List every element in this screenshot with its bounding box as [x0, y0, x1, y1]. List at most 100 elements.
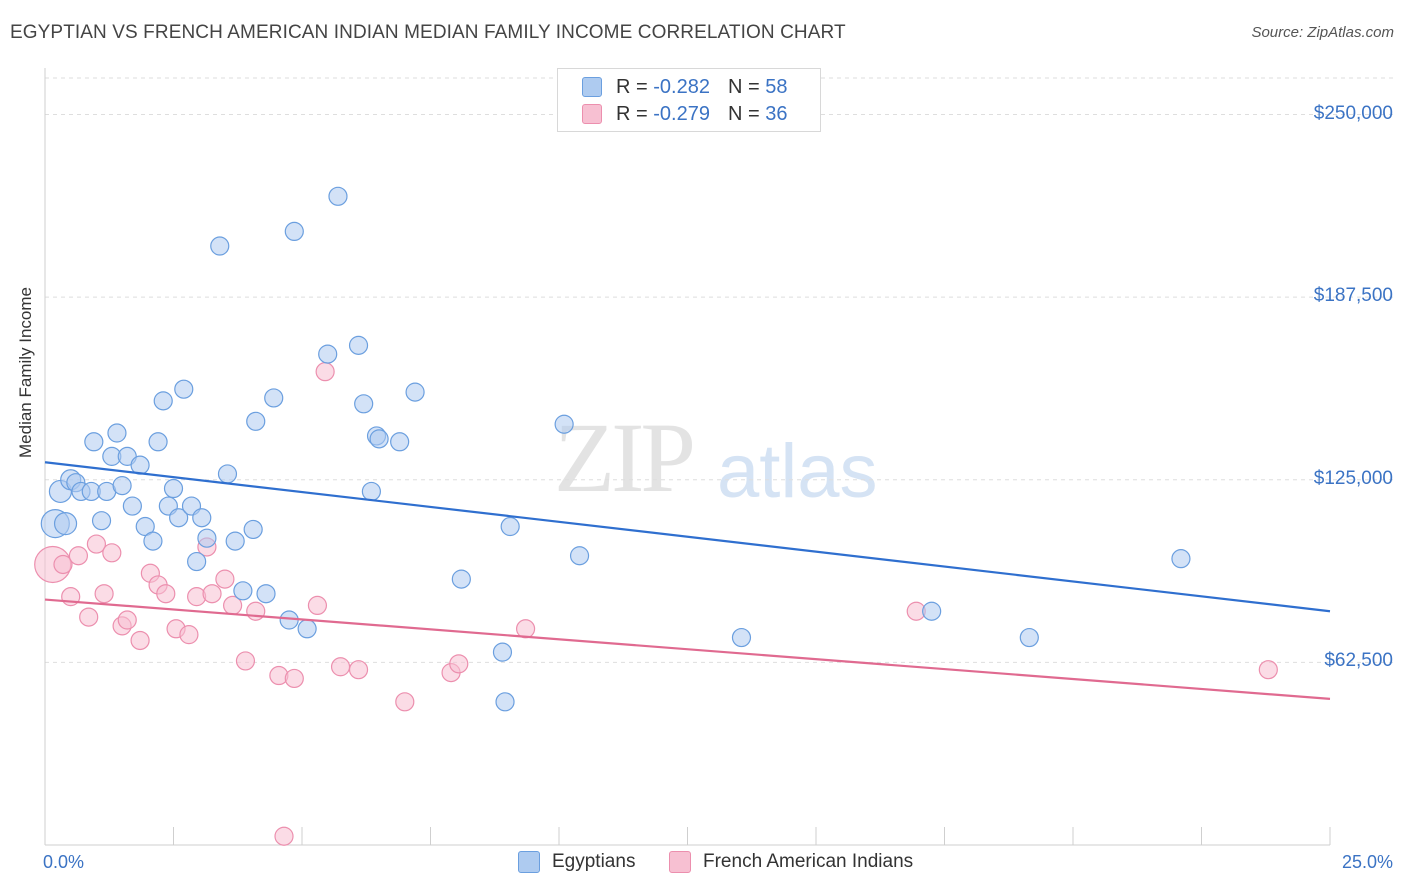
data-point [246, 601, 266, 621]
watermark-atlas: atlas [717, 429, 878, 514]
data-point [68, 546, 89, 566]
bottom-legend-label-french-american-indians: French American Indians [703, 851, 914, 872]
data-point [53, 554, 73, 575]
trend-lines [44, 461, 1331, 701]
data-point [197, 528, 217, 548]
y-axis-label: Median Family Income [16, 286, 35, 458]
data-point [94, 584, 114, 604]
data-point [318, 344, 338, 364]
correlation-legend: R = -0.282 N = 58 R = -0.279 N = 36 [557, 68, 821, 132]
data-point [569, 546, 590, 566]
data-point [284, 221, 304, 241]
data-point [307, 595, 328, 616]
data-point [202, 584, 222, 604]
data-point [163, 478, 184, 499]
trend-line [44, 461, 1331, 613]
data-point [328, 186, 348, 206]
series-french-american-indians [34, 362, 1278, 846]
legend-r-label: R = [616, 75, 648, 98]
y-tick-label: $125,000 [1313, 467, 1393, 489]
data-point [1019, 627, 1039, 648]
data-point [102, 543, 122, 563]
data-point [492, 642, 513, 662]
series-egyptians [40, 186, 1191, 712]
data-point [107, 423, 127, 443]
y-tick-label: $250,000 [1313, 102, 1393, 124]
data-point [330, 657, 351, 677]
legend-r-label: R = [616, 102, 648, 125]
bottom-legend-egyptians: Egyptians [518, 851, 635, 873]
data-point [246, 411, 266, 431]
data-point [156, 584, 176, 604]
x-tick-label-min: 0.0% [43, 852, 85, 872]
source-note: Source: ZipAtlas.com [1251, 24, 1394, 41]
data-point [500, 516, 520, 537]
data-point [451, 569, 471, 589]
data-point [122, 496, 142, 516]
data-point [348, 335, 369, 355]
data-point [79, 607, 99, 627]
data-point [354, 394, 374, 414]
data-point [143, 531, 163, 551]
data-point [284, 668, 304, 689]
data-point [233, 581, 253, 601]
data-point [395, 692, 415, 712]
legend-row-egyptians: R = -0.282 N = 58 [582, 75, 787, 99]
bottom-legend-swatch-french-american-indians [669, 851, 691, 873]
data-point [179, 625, 199, 645]
data-point [215, 569, 235, 589]
x-tick-label-max: 25.0% [1341, 852, 1393, 872]
legend-r-value: -0.279 [653, 102, 710, 125]
data-point [225, 531, 245, 551]
data-point [495, 692, 515, 712]
data-point [731, 627, 752, 648]
data-point [210, 236, 230, 256]
data-point [91, 511, 112, 531]
data-point [348, 660, 369, 680]
trend-line [44, 598, 1331, 701]
data-point [187, 551, 207, 572]
data-point [112, 476, 132, 496]
data-point [169, 508, 189, 528]
data-point [361, 481, 381, 502]
legend-swatch-egyptians [582, 77, 602, 97]
data-point [148, 432, 168, 452]
data-point [53, 511, 78, 536]
data-point [1258, 660, 1278, 680]
data-point [1171, 549, 1191, 569]
data-point [84, 432, 104, 452]
data-point [130, 630, 150, 651]
data-point [264, 388, 284, 408]
chart-title: EGYPTIAN VS FRENCH AMERICAN INDIAN MEDIA… [10, 22, 846, 43]
data-point [153, 391, 173, 411]
data-point [217, 464, 238, 484]
legend-n-label: N = [727, 75, 760, 98]
data-point [369, 429, 389, 449]
legend-swatch-french-american-indians [582, 104, 602, 124]
bottom-legend-label-egyptians: Egyptians [552, 851, 636, 872]
legend-r-value: -0.282 [653, 75, 710, 98]
data-point [297, 619, 317, 639]
data-point [554, 414, 574, 434]
data-point [256, 584, 276, 604]
bottom-legend-swatch-egyptians [518, 851, 540, 873]
axes [44, 68, 1331, 846]
legend-n-value: 58 [765, 75, 788, 98]
legend-n-value: 36 [765, 102, 788, 125]
legend-n-label: N = [727, 102, 760, 125]
y-tick-label: $62,500 [1324, 650, 1393, 672]
bottom-legend-french-american-indians: French American Indians [669, 851, 913, 873]
data-point [86, 534, 107, 554]
y-tick-label: $187,500 [1313, 285, 1393, 307]
legend-row-french-american-indians: R = -0.279 N = 36 [582, 102, 787, 126]
data-point [449, 654, 469, 674]
data-point [274, 826, 294, 846]
data-point [390, 432, 410, 452]
data-point [192, 508, 212, 528]
grid-lines [45, 77, 1395, 663]
watermark-zip: ZIP [554, 402, 696, 513]
data-point [405, 382, 425, 402]
data-point [235, 651, 256, 671]
data-point [117, 610, 137, 630]
